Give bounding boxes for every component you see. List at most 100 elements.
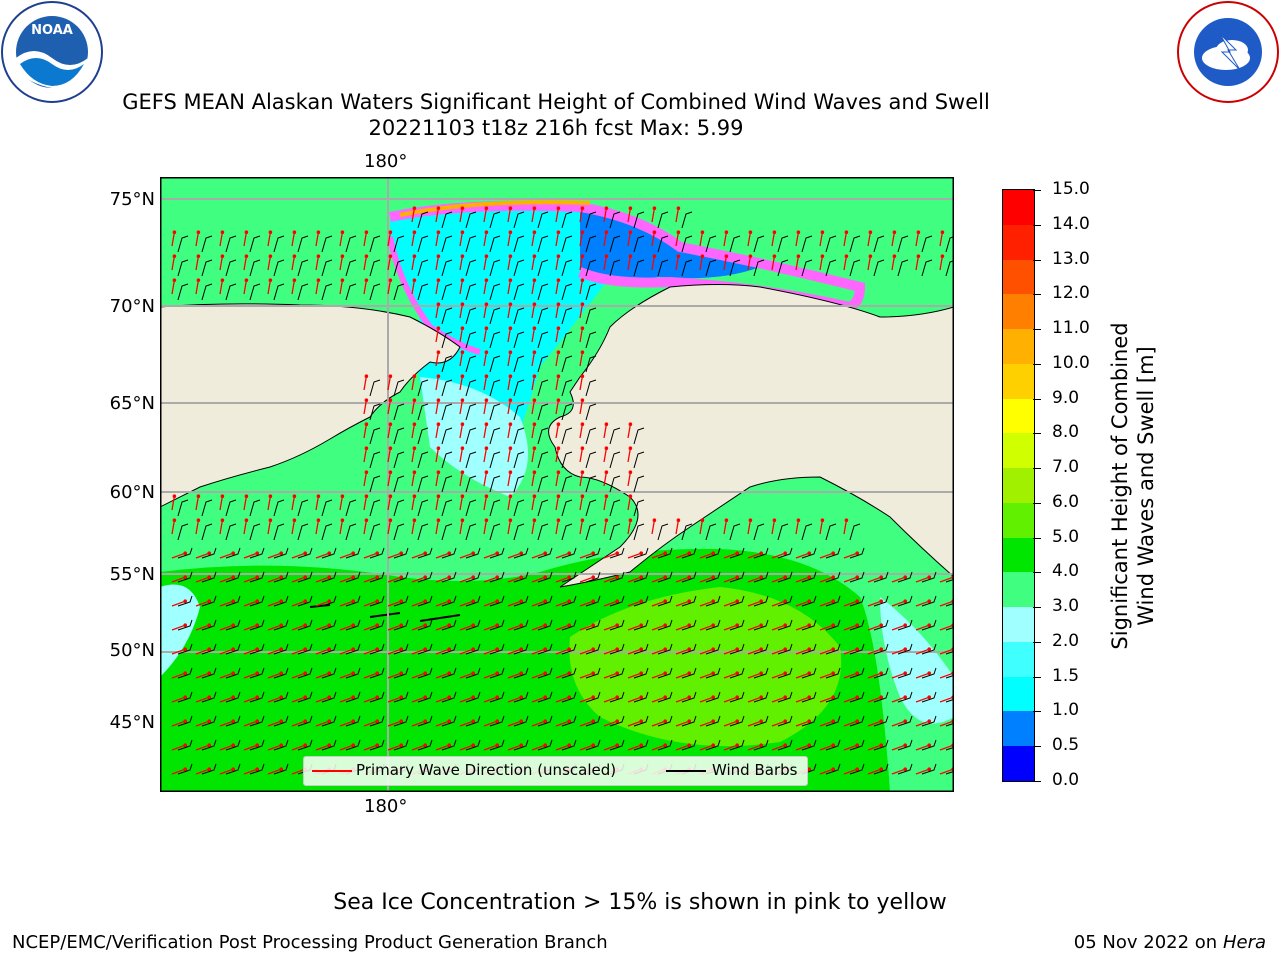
wave-arrow-head bbox=[436, 350, 441, 354]
wind-barb bbox=[561, 619, 577, 631]
wind-barb bbox=[897, 739, 913, 751]
wind-barb bbox=[225, 619, 241, 631]
wind-barb bbox=[705, 715, 721, 727]
wave-arrow bbox=[435, 424, 440, 439]
wave-arrow bbox=[651, 648, 666, 655]
wave-arrow-head bbox=[447, 719, 452, 723]
wave-arrow-head bbox=[447, 623, 452, 627]
wave-arrow bbox=[915, 720, 930, 727]
wave-arrow bbox=[459, 256, 464, 271]
wave-arrow bbox=[315, 720, 330, 727]
wave-arrow-head bbox=[903, 743, 907, 747]
wind-barb bbox=[297, 259, 309, 277]
wave-arrow-head bbox=[687, 647, 691, 651]
wave-arrow-head bbox=[663, 623, 667, 627]
wave-arrow bbox=[171, 600, 186, 607]
wind-barb bbox=[513, 499, 525, 517]
wave-arrow-head bbox=[412, 494, 417, 499]
wind-barb bbox=[345, 691, 361, 703]
wave-arrow bbox=[411, 672, 426, 679]
wave-arrow-head bbox=[556, 230, 561, 234]
wind-barb bbox=[513, 571, 529, 583]
wave-arrow bbox=[651, 232, 656, 247]
wave-arrow-head bbox=[244, 254, 249, 258]
wind-barb bbox=[273, 691, 289, 703]
wave-arrow bbox=[867, 672, 882, 679]
wind-barb bbox=[249, 595, 265, 607]
wave-arrow bbox=[411, 280, 416, 295]
wave-arrow bbox=[435, 280, 440, 295]
wave-arrow-head bbox=[412, 206, 417, 210]
wind-barb bbox=[441, 643, 457, 655]
wind-barb bbox=[945, 674, 954, 679]
wave-arrow-head bbox=[231, 743, 235, 747]
wave-arrow-head bbox=[231, 599, 235, 603]
wave-arrow-head bbox=[388, 494, 393, 499]
wave-arrow bbox=[411, 744, 426, 751]
wave-arrow bbox=[171, 648, 186, 655]
wave-arrow bbox=[243, 768, 258, 775]
wave-arrow bbox=[603, 496, 608, 511]
wind-barb bbox=[633, 619, 649, 631]
wave-arrow bbox=[579, 232, 584, 247]
wind-barb bbox=[537, 307, 549, 325]
wave-arrow bbox=[507, 520, 512, 535]
wave-arrow bbox=[483, 600, 498, 607]
wind-barb bbox=[705, 619, 721, 631]
wave-arrow-head bbox=[364, 278, 369, 282]
wave-arrow bbox=[315, 280, 320, 295]
wave-arrow-head bbox=[831, 767, 835, 771]
wave-arrow bbox=[507, 552, 522, 559]
colorbar-tick-label: 14.0 bbox=[1052, 213, 1090, 234]
wave-arrow bbox=[579, 208, 584, 223]
wave-arrow bbox=[939, 576, 954, 583]
wind-barb bbox=[729, 667, 745, 679]
wave-arrow-head bbox=[591, 671, 595, 675]
wind-barb bbox=[297, 235, 309, 253]
wave-arrow bbox=[675, 720, 690, 727]
wind-barb bbox=[465, 667, 481, 679]
wind-barb bbox=[513, 547, 529, 559]
wave-arrow bbox=[579, 496, 584, 511]
wave-arrow-head bbox=[423, 647, 428, 651]
wind-barb bbox=[633, 235, 645, 253]
wave-arrow bbox=[243, 256, 248, 271]
wave-arrow bbox=[459, 720, 474, 727]
wave-arrow-head bbox=[807, 575, 811, 579]
wave-arrow-head bbox=[460, 206, 465, 210]
wave-arrow bbox=[291, 744, 306, 751]
wave-arrow-head bbox=[303, 647, 307, 651]
wave-arrow bbox=[771, 576, 786, 583]
wave-arrow bbox=[219, 496, 224, 511]
wind-barb bbox=[585, 475, 597, 493]
wave-arrow-head bbox=[532, 350, 537, 354]
wave-arrow bbox=[435, 696, 450, 703]
wind-barb bbox=[201, 619, 217, 631]
wind-barb bbox=[585, 667, 601, 679]
wave-arrow-head bbox=[508, 470, 513, 475]
wave-arrow-head bbox=[316, 278, 321, 282]
wave-arrow bbox=[435, 600, 450, 607]
wave-arrow bbox=[435, 232, 440, 247]
wind-barb bbox=[561, 523, 573, 541]
wind-barb bbox=[513, 307, 525, 325]
wave-arrow bbox=[531, 304, 536, 319]
wind-barb bbox=[321, 739, 337, 751]
wave-arrow bbox=[603, 232, 608, 247]
wave-arrow bbox=[579, 472, 584, 487]
wave-arrow bbox=[603, 672, 618, 679]
wave-arrow-head bbox=[508, 422, 513, 426]
wave-arrow-head bbox=[484, 398, 489, 402]
wave-arrow bbox=[627, 208, 632, 223]
wind-barb bbox=[777, 595, 793, 607]
wave-arrow-head bbox=[807, 599, 811, 603]
wind-barb bbox=[897, 235, 909, 253]
wave-arrow-head bbox=[879, 623, 883, 627]
wind-barb bbox=[321, 259, 333, 277]
wave-arrow bbox=[243, 696, 258, 703]
wave-arrow-head bbox=[580, 278, 585, 282]
wind-barb bbox=[177, 691, 193, 703]
wave-arrow-head bbox=[447, 671, 452, 675]
wave-arrow-head bbox=[591, 599, 595, 603]
wave-arrow-head bbox=[639, 551, 643, 555]
